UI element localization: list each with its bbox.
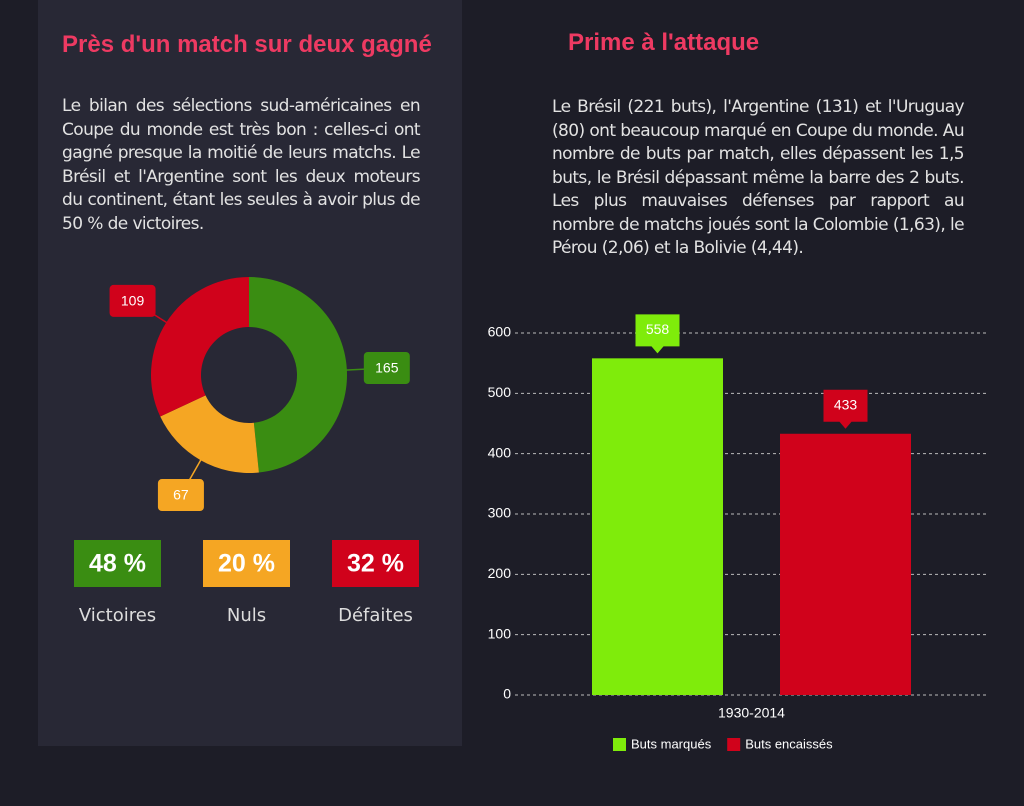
percent-label: 20 % <box>218 550 275 578</box>
value-label: 67 <box>173 487 189 503</box>
x-tick-label: 1930-2014 <box>718 705 785 721</box>
chart-text: Le bilan des sélections sud-américaines … <box>62 96 421 234</box>
y-tick-label: 0 <box>503 686 511 702</box>
bar <box>780 433 911 695</box>
value-label: 433 <box>834 396 858 412</box>
percent-box <box>332 540 419 587</box>
percent-box <box>203 540 290 587</box>
category-label: Victoires <box>79 605 156 626</box>
value-label-box <box>157 479 204 512</box>
y-tick-label: 600 <box>488 324 512 340</box>
percent-label: 48 % <box>89 550 146 578</box>
y-tick-label: 400 <box>488 444 512 460</box>
y-tick-label: 100 <box>488 625 512 641</box>
category-label: Nuls <box>227 605 266 626</box>
category-label: Défaites <box>338 605 413 626</box>
value-label-box <box>635 314 680 354</box>
y-tick-label: 200 <box>488 565 512 581</box>
pie-slice <box>249 277 347 473</box>
legend-label: Buts encaissés <box>745 736 833 751</box>
pie-slice <box>151 277 249 417</box>
chart-title: Près d'un match sur deux gagné <box>62 31 432 58</box>
value-label: 109 <box>121 293 145 309</box>
value-label: 165 <box>375 360 399 376</box>
legend-label: Buts marqués <box>631 736 712 751</box>
y-tick-label: 300 <box>488 505 512 521</box>
percent-box <box>74 540 161 587</box>
legend-swatch <box>727 738 741 751</box>
chart-title: Prime à l'attaque <box>568 29 760 56</box>
value-label-box <box>109 284 156 317</box>
chart-text: Le Brésil (221 buts), l'Argentine (131) … <box>552 97 965 258</box>
value-label: 558 <box>646 321 670 337</box>
percent-label: 32 % <box>347 550 404 578</box>
bar <box>592 358 723 695</box>
y-tick-label: 500 <box>488 384 512 400</box>
value-label-box <box>823 389 868 429</box>
pie-slice <box>160 395 259 473</box>
value-label-box <box>363 352 410 385</box>
legend-swatch <box>613 738 626 751</box>
